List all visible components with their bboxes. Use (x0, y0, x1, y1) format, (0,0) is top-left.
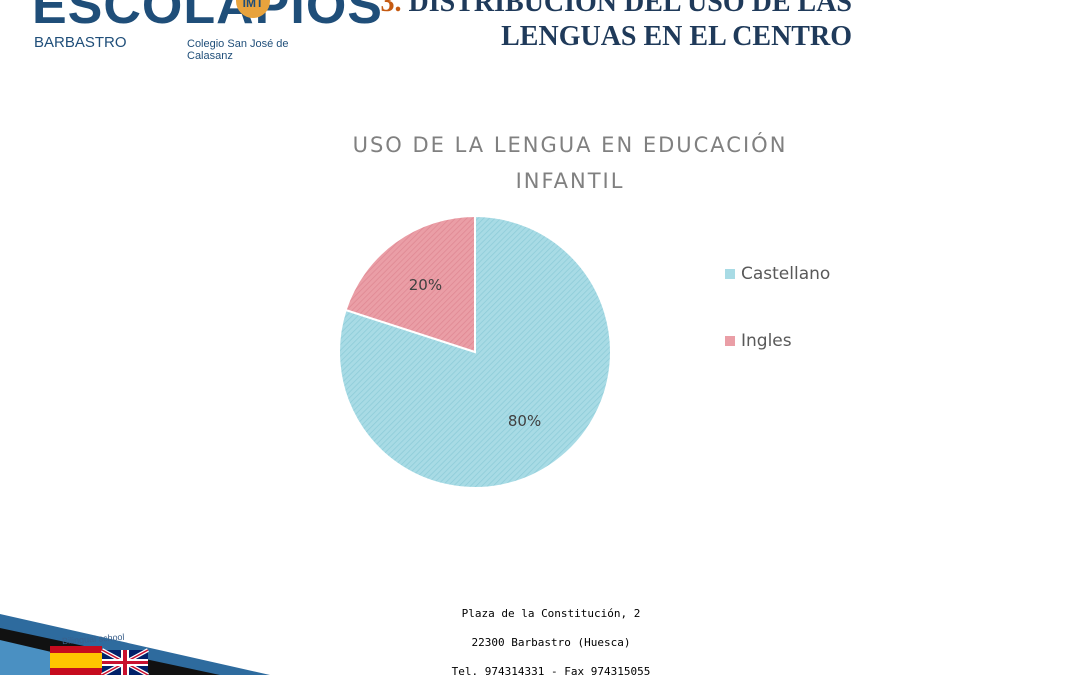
logo-badge: IMT (236, 0, 270, 18)
pie-labels: 80% 20% (409, 276, 541, 430)
uk-flag-icon (101, 648, 149, 675)
footer-address: Plaza de la Constitución, 2 (461, 607, 641, 620)
pie-label-castellano: 80% (508, 412, 541, 430)
logo-wordmark: ESCOLAPIOS (32, 0, 383, 35)
slide-heading: 3. DISTRIBUCIÓN DEL USO DE LAS LENGUAS E… (300, 0, 852, 54)
heading-number: 3. (380, 0, 402, 18)
pie-label-ingles: 20% (409, 276, 442, 294)
heading-line-2: LENGUAS EN EL CENTRO (501, 21, 852, 52)
spain-flag-icon (50, 646, 102, 675)
pie-slices (338, 214, 612, 489)
legend-swatch-castellano (725, 269, 735, 279)
footer-phone: Tel. 974314331 - Fax 974315055 (451, 665, 651, 678)
legend-item-castellano: Castellano (725, 264, 830, 284)
chart-title-line-1: USO DE LA LENGUA EN EDUCACIÓN (352, 133, 788, 157)
legend-swatch-ingles (725, 336, 735, 346)
chart-title: USO DE LA LENGUA EN EDUCACIÓN INFANTIL (330, 127, 810, 199)
legend-label-ingles: Ingles (741, 331, 792, 351)
flags-corner-decoration (0, 614, 270, 675)
pie-slice-ingles (344, 214, 476, 354)
chart-title-line-2: INFANTIL (515, 169, 625, 193)
legend-item-ingles: Ingles (725, 331, 792, 351)
school-logo: ESCOLAPIOS IMT BARBASTRO Colegio San Jos… (0, 0, 382, 62)
heading-line-1: DISTRIBUCIÓN DEL USO DE LAS (408, 0, 852, 18)
legend-label-castellano: Castellano (741, 264, 831, 284)
footer-city: 22300 Barbastro (Huesca) (471, 636, 631, 649)
logo-city: BARBASTRO (34, 34, 127, 51)
logo-school-name: Colegio San José de Calasanz (187, 38, 289, 62)
